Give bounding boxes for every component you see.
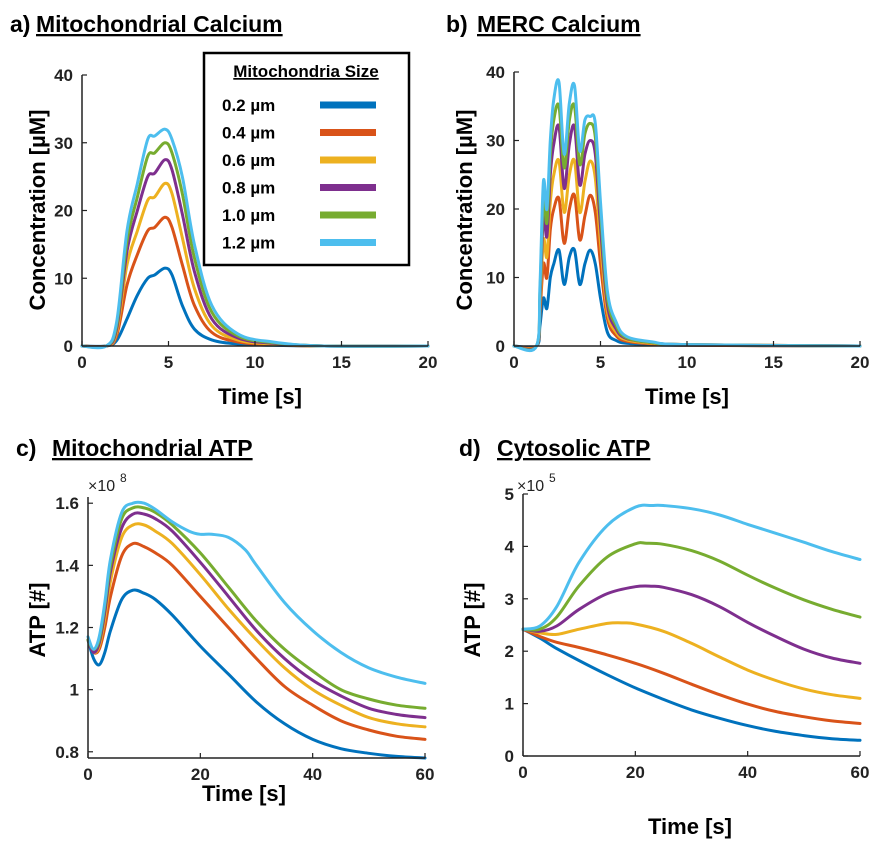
panel-d-xtick-label-0: 0 xyxy=(518,763,527,782)
panel-c-xlabel: Time [s] xyxy=(202,781,286,806)
legend-item-label-6: 1.2 µm xyxy=(222,234,275,253)
panel-a-series-line-1 xyxy=(80,266,430,348)
panel-c-xtick-label-1: 20 xyxy=(191,765,210,784)
panel-c-xtick-label-2: 40 xyxy=(303,765,322,784)
panel-b-series xyxy=(512,78,862,353)
panel-b-xtick-label-2: 10 xyxy=(678,353,697,372)
panel-c-title-text: Mitochondrial ATP xyxy=(52,435,253,461)
panel-a-title-text: Mitochondrial Calcium xyxy=(36,11,283,37)
panel-d-series-line-5 xyxy=(521,541,862,632)
panel-a-series xyxy=(80,127,430,350)
panel-c-series-line-5 xyxy=(86,505,427,710)
panel-c-ylabel: ATP [#] xyxy=(25,583,50,658)
legend-item-label-1: 0.2 µm xyxy=(222,96,275,115)
panel-c-multiplier: ×10 8 xyxy=(88,471,127,495)
panel-c-ytick-label-0: 0.8 xyxy=(55,743,79,762)
panel-a-xlabel: Time [s] xyxy=(218,384,302,409)
panel-d-title-text: Cytosolic ATP xyxy=(497,435,650,461)
panel-a-series-line-6 xyxy=(80,127,430,350)
panel-b-letter: b) xyxy=(446,11,468,37)
panel-d-multiplier: ×10 5 xyxy=(517,471,556,495)
panel-b-xlabel: Time [s] xyxy=(645,384,729,409)
plot-b: 0 5 10 15 20 0 10 20 30 40 xyxy=(486,63,869,372)
panel-d-ytick-label-2: 2 xyxy=(505,642,514,661)
legend-title: Mitochondria Size xyxy=(233,62,378,81)
panel-d-series-line-4 xyxy=(521,584,862,665)
panel-d-ytick-label-4: 4 xyxy=(505,537,515,556)
panel-a-ytick-label-4: 40 xyxy=(54,66,73,85)
panel-c-ytick-label-4: 1.6 xyxy=(55,494,79,513)
panel-c-multiplier-base: ×10 xyxy=(88,478,115,495)
panel-d-xtick-label-1: 20 xyxy=(626,763,645,782)
panel-d-multiplier-base: ×10 xyxy=(517,478,544,495)
panel-b-ylabel: Concentration [µM] xyxy=(452,110,477,311)
panel-d-ytick-label-1: 1 xyxy=(505,695,514,714)
panel-b-xtick-label-1: 5 xyxy=(596,353,605,372)
panel-c-series-line-2 xyxy=(86,541,427,741)
panel-a-ytick-label-2: 20 xyxy=(54,202,73,221)
panel-b-series-line-1 xyxy=(512,246,862,349)
panel-c-series xyxy=(86,500,427,760)
panel-d-series-line-3 xyxy=(521,621,862,700)
panel-d-ylabel: ATP [#] xyxy=(460,583,485,658)
legend-item-label-5: 1.0 µm xyxy=(222,206,275,225)
panel-b-series-line-6 xyxy=(512,78,862,353)
panel-b-xtick-label-4: 20 xyxy=(851,353,870,372)
panel-c-ytick-label-2: 1.2 xyxy=(55,619,79,638)
panel-d-title: d) Cytosolic ATP xyxy=(459,435,650,461)
panel-a-xtick-label-1: 5 xyxy=(164,353,173,372)
legend: Mitochondria Size 0.2 µm 0.4 µm 0.6 µm 0.8 … xyxy=(202,51,411,267)
panel-d-multiplier-exponent: 5 xyxy=(549,471,556,485)
panel-b-ytick-label-2: 20 xyxy=(486,200,505,219)
panel-c-xtick-label-3: 60 xyxy=(416,765,435,784)
panel-a-ytick-label-1: 10 xyxy=(54,269,73,288)
panel-d-xtick-label-3: 60 xyxy=(851,763,870,782)
panel-d-series-line-6 xyxy=(521,503,862,631)
panel-a-ytick-label-0: 0 xyxy=(64,337,73,356)
panel-b-ytick-label-1: 10 xyxy=(486,269,505,288)
legend-item-label-2: 0.4 µm xyxy=(222,124,275,143)
panel-c-series-line-6 xyxy=(86,500,427,685)
legend-item-label-4: 0.8 µm xyxy=(222,179,275,198)
plot-c: 0 20 40 60 0.8 1 1.2 1.4 1.6 xyxy=(55,494,434,784)
panel-d-series-line-2 xyxy=(521,627,862,725)
legend-item-label-3: 0.6 µm xyxy=(222,151,275,170)
panel-a-title: a) Mitochondrial Calcium xyxy=(10,11,283,37)
panel-c-series-line-3 xyxy=(86,522,427,729)
panel-c-title: c) Mitochondrial ATP xyxy=(16,435,253,461)
panel-d-xtick-label-2: 40 xyxy=(738,763,757,782)
panel-b-xtick-label-0: 0 xyxy=(509,353,518,372)
panel-c-xtick-label-0: 0 xyxy=(83,765,92,784)
panel-a-xtick-label-4: 20 xyxy=(419,353,438,372)
plot-d: 0 20 40 60 0 1 2 3 4 5 xyxy=(505,485,870,782)
panel-b-ytick-label-0: 0 xyxy=(496,337,505,356)
panel-a-letter: a) xyxy=(10,11,30,37)
panel-d-ytick-label-3: 3 xyxy=(505,590,514,609)
panel-d-ytick-label-0: 0 xyxy=(505,747,514,766)
panel-b-title: b) MERC Calcium xyxy=(446,11,641,37)
panel-a-xtick-label-2: 10 xyxy=(246,353,265,372)
legend-items: 0.2 µm 0.4 µm 0.6 µm 0.8 µm 1.0 µm 1.2 µm xyxy=(222,96,376,253)
panel-c-ytick-label-1: 1 xyxy=(70,681,79,700)
panel-d-ytick-label-5: 5 xyxy=(505,485,514,504)
panel-b-ytick-label-3: 30 xyxy=(486,132,505,151)
panel-a-ytick-label-3: 30 xyxy=(54,134,73,153)
plot-a: 0 5 10 15 20 0 10 20 30 40 xyxy=(54,66,437,372)
panel-b-ytick-label-4: 40 xyxy=(486,63,505,82)
panel-d-xlabel: Time [s] xyxy=(648,814,732,839)
panel-a-ylabel: Concentration [µM] xyxy=(25,110,50,311)
panel-c-multiplier-exponent: 8 xyxy=(120,471,127,485)
panel-c-series-line-1 xyxy=(86,588,427,760)
panel-b-title-text: MERC Calcium xyxy=(477,11,641,37)
panel-d-series xyxy=(521,503,862,742)
panel-b-xtick-label-3: 15 xyxy=(764,353,783,372)
panel-d-letter: d) xyxy=(459,435,481,461)
panel-a-xtick-label-0: 0 xyxy=(77,353,86,372)
panel-c-ytick-label-3: 1.4 xyxy=(55,556,79,575)
panel-d-series-line-1 xyxy=(521,627,862,742)
panel-c-letter: c) xyxy=(16,435,36,461)
panel-a-xtick-label-3: 15 xyxy=(332,353,351,372)
